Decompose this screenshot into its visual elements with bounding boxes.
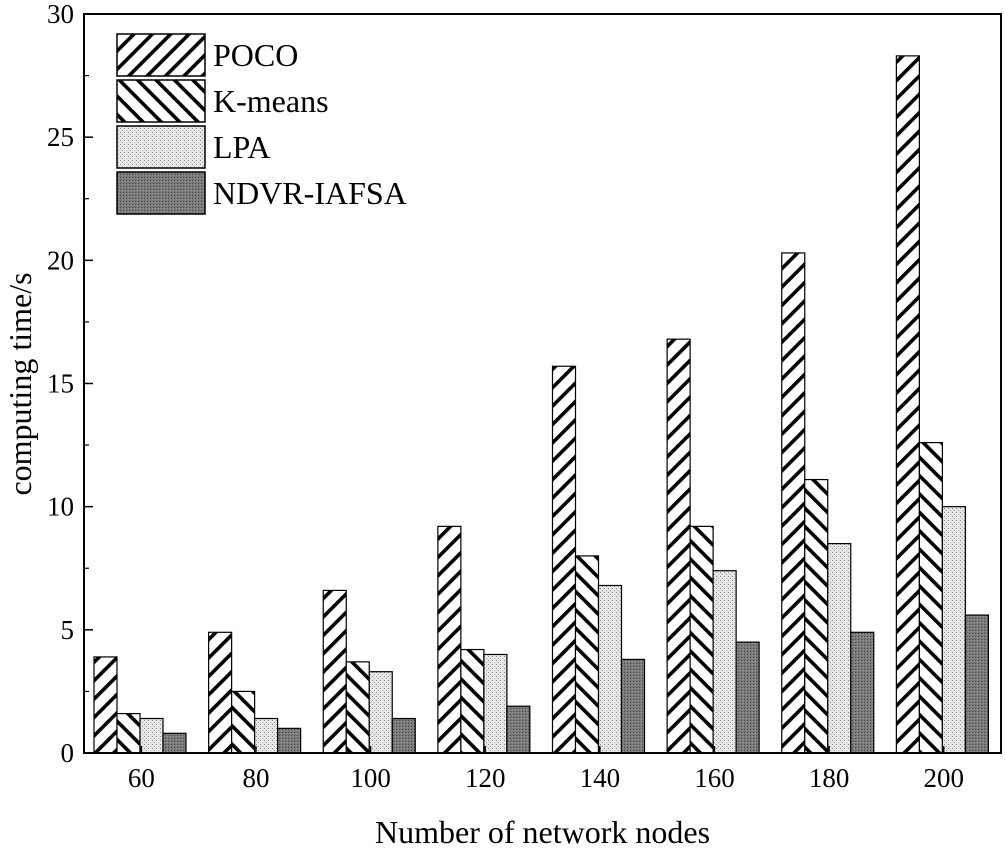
plot-frame	[83, 13, 1002, 754]
bar-lpa-120	[483, 653, 508, 754]
bar-lpa-200	[941, 506, 966, 754]
y-tick-label-25: 25	[47, 122, 74, 152]
bar-ndvr-iafsa-140	[620, 658, 646, 754]
bar-ndvr-iafsa-100	[391, 717, 416, 754]
bar-poco-160	[666, 338, 691, 754]
y-tick-label-10: 10	[47, 492, 74, 522]
bar-ndvr-iafsa-200	[964, 614, 989, 754]
legend-label-ndvr-iafsa: NDVR-IAFSA	[213, 175, 407, 211]
y-axis-title: computing time/s	[2, 272, 38, 495]
bar-k-means-100	[345, 661, 370, 754]
bar-poco-140	[551, 365, 577, 754]
x-tick-label-200: 200	[923, 763, 964, 793]
legend-swatch-lpa	[116, 125, 206, 169]
x-tick-label-180: 180	[809, 763, 850, 793]
x-tick-label-120: 120	[465, 763, 506, 793]
bar-k-means-200	[918, 442, 943, 754]
legend-swatch-k-means	[116, 79, 206, 123]
legend-swatch-ndvr-iafsa	[116, 171, 206, 215]
legend: POCO K-means LPA NDVR-IAFSA	[116, 33, 407, 215]
y-tick-label-20: 20	[47, 245, 74, 275]
bar-ndvr-iafsa-120	[506, 705, 531, 754]
y-tick-label-15: 15	[47, 369, 74, 399]
bar-k-means-160	[689, 525, 714, 754]
x-tick-label-100: 100	[350, 763, 391, 793]
y-tick-label-30: 30	[47, 0, 74, 29]
bar-lpa-160	[712, 570, 737, 754]
bar-lpa-80	[254, 717, 279, 754]
y-tick-label-0: 0	[61, 738, 75, 768]
bar-poco-120	[437, 525, 462, 754]
bar-poco-100	[322, 589, 347, 754]
legend-label-poco: POCO	[213, 37, 298, 73]
bar-ndvr-iafsa-60	[162, 732, 187, 754]
x-axis-title: Number of network nodes	[375, 814, 710, 848]
bar-k-means-180	[804, 478, 829, 754]
x-tick-label-160: 160	[694, 763, 735, 793]
bar-lpa-100	[368, 671, 393, 754]
y-tick-label-5: 5	[61, 615, 75, 645]
bar-k-means-60	[116, 712, 141, 754]
bar-poco-60	[93, 656, 118, 754]
bar-k-means-140	[574, 555, 600, 754]
x-tick-label-60: 60	[128, 763, 155, 793]
tick-labels: 60 80 100 120 140 160 180 200 0 5 10 15 20 25 30	[47, 0, 964, 793]
x-tick-label-140: 140	[580, 763, 621, 793]
legend-label-k-means: K-means	[213, 83, 329, 119]
bar-lpa-180	[827, 543, 852, 754]
bar-poco-200	[895, 55, 920, 754]
bar-k-means-80	[231, 690, 256, 754]
bar-k-means-120	[460, 648, 485, 754]
bar-poco-180	[781, 252, 806, 754]
x-tick-label-80: 80	[242, 763, 269, 793]
bar-lpa-60	[139, 717, 164, 754]
legend-label-lpa: LPA	[213, 129, 271, 165]
legend-swatch-poco	[116, 33, 206, 77]
bar-ndvr-iafsa-180	[850, 631, 875, 754]
bar-ndvr-iafsa-80	[277, 727, 302, 754]
bar-ndvr-iafsa-160	[735, 641, 760, 754]
bar-poco-80	[208, 631, 233, 754]
bar-lpa-140	[597, 584, 623, 754]
bars-group	[93, 55, 989, 754]
